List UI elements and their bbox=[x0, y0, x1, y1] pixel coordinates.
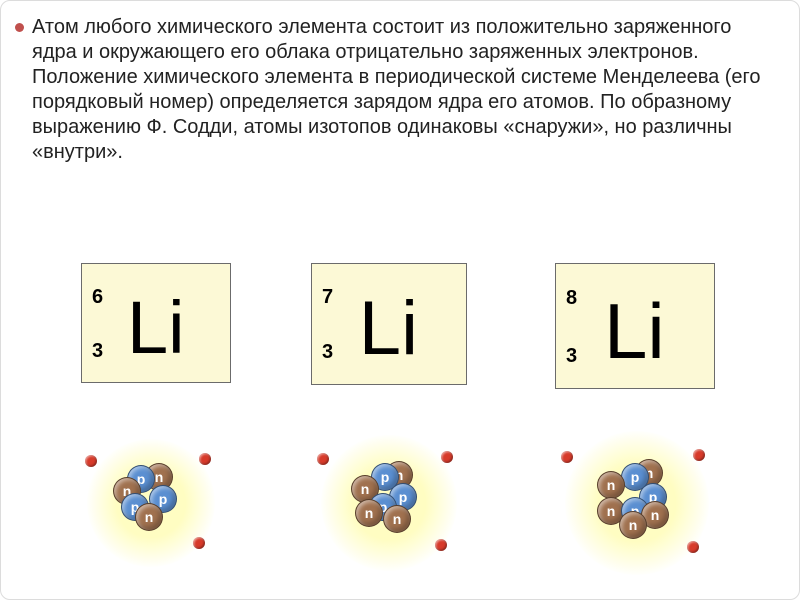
neutron-label: n bbox=[607, 503, 616, 519]
slide: Атом любого химического элемента состоит… bbox=[0, 0, 800, 600]
proton-label: p bbox=[399, 489, 408, 505]
neutron-label: n bbox=[607, 477, 616, 493]
electron bbox=[693, 449, 705, 461]
mass-number: 6 bbox=[92, 286, 103, 309]
neutron-label: n bbox=[393, 511, 402, 527]
bullet-icon bbox=[15, 23, 24, 32]
neutron: n bbox=[135, 503, 163, 531]
electron bbox=[85, 455, 97, 467]
body-text: Атом любого химического элемента состоит… bbox=[32, 15, 781, 165]
proton-label: p bbox=[631, 469, 640, 485]
element-box-8li: 8 3 Li bbox=[555, 263, 715, 389]
element-box-7li: 7 3 Li bbox=[311, 263, 467, 385]
atomic-number: 3 bbox=[92, 340, 103, 363]
isotope-diagram: 63Linpnppn73Linpnppnn83Linpnpnpnn bbox=[1, 263, 800, 593]
element-symbol: Li bbox=[604, 292, 665, 370]
neutron-label: n bbox=[365, 505, 374, 521]
electron bbox=[193, 537, 205, 549]
neutron-label: n bbox=[361, 481, 370, 497]
element-box-6li: 6 3 Li bbox=[81, 263, 231, 383]
electron bbox=[561, 451, 573, 463]
proton-label: p bbox=[381, 469, 390, 485]
neutron: n bbox=[619, 511, 647, 539]
neutron-label: n bbox=[145, 509, 154, 525]
neutron-label: n bbox=[155, 469, 164, 485]
neutron: n bbox=[355, 499, 383, 527]
proton-label: p bbox=[159, 491, 168, 507]
electron bbox=[435, 539, 447, 551]
atomic-number: 3 bbox=[322, 341, 333, 364]
mass-number: 7 bbox=[322, 286, 333, 309]
neutron-label: n bbox=[629, 517, 638, 533]
neutron-label: n bbox=[651, 507, 660, 523]
atomic-number: 3 bbox=[566, 345, 577, 368]
neutron: n bbox=[597, 471, 625, 499]
mass-number: 8 bbox=[566, 287, 577, 310]
neutron: n bbox=[383, 505, 411, 533]
element-symbol: Li bbox=[359, 291, 418, 367]
body-text-block: Атом любого химического элемента состоит… bbox=[15, 15, 781, 165]
electron bbox=[441, 451, 453, 463]
electron bbox=[199, 453, 211, 465]
electron bbox=[317, 453, 329, 465]
element-symbol: Li bbox=[127, 291, 185, 365]
electron bbox=[687, 541, 699, 553]
